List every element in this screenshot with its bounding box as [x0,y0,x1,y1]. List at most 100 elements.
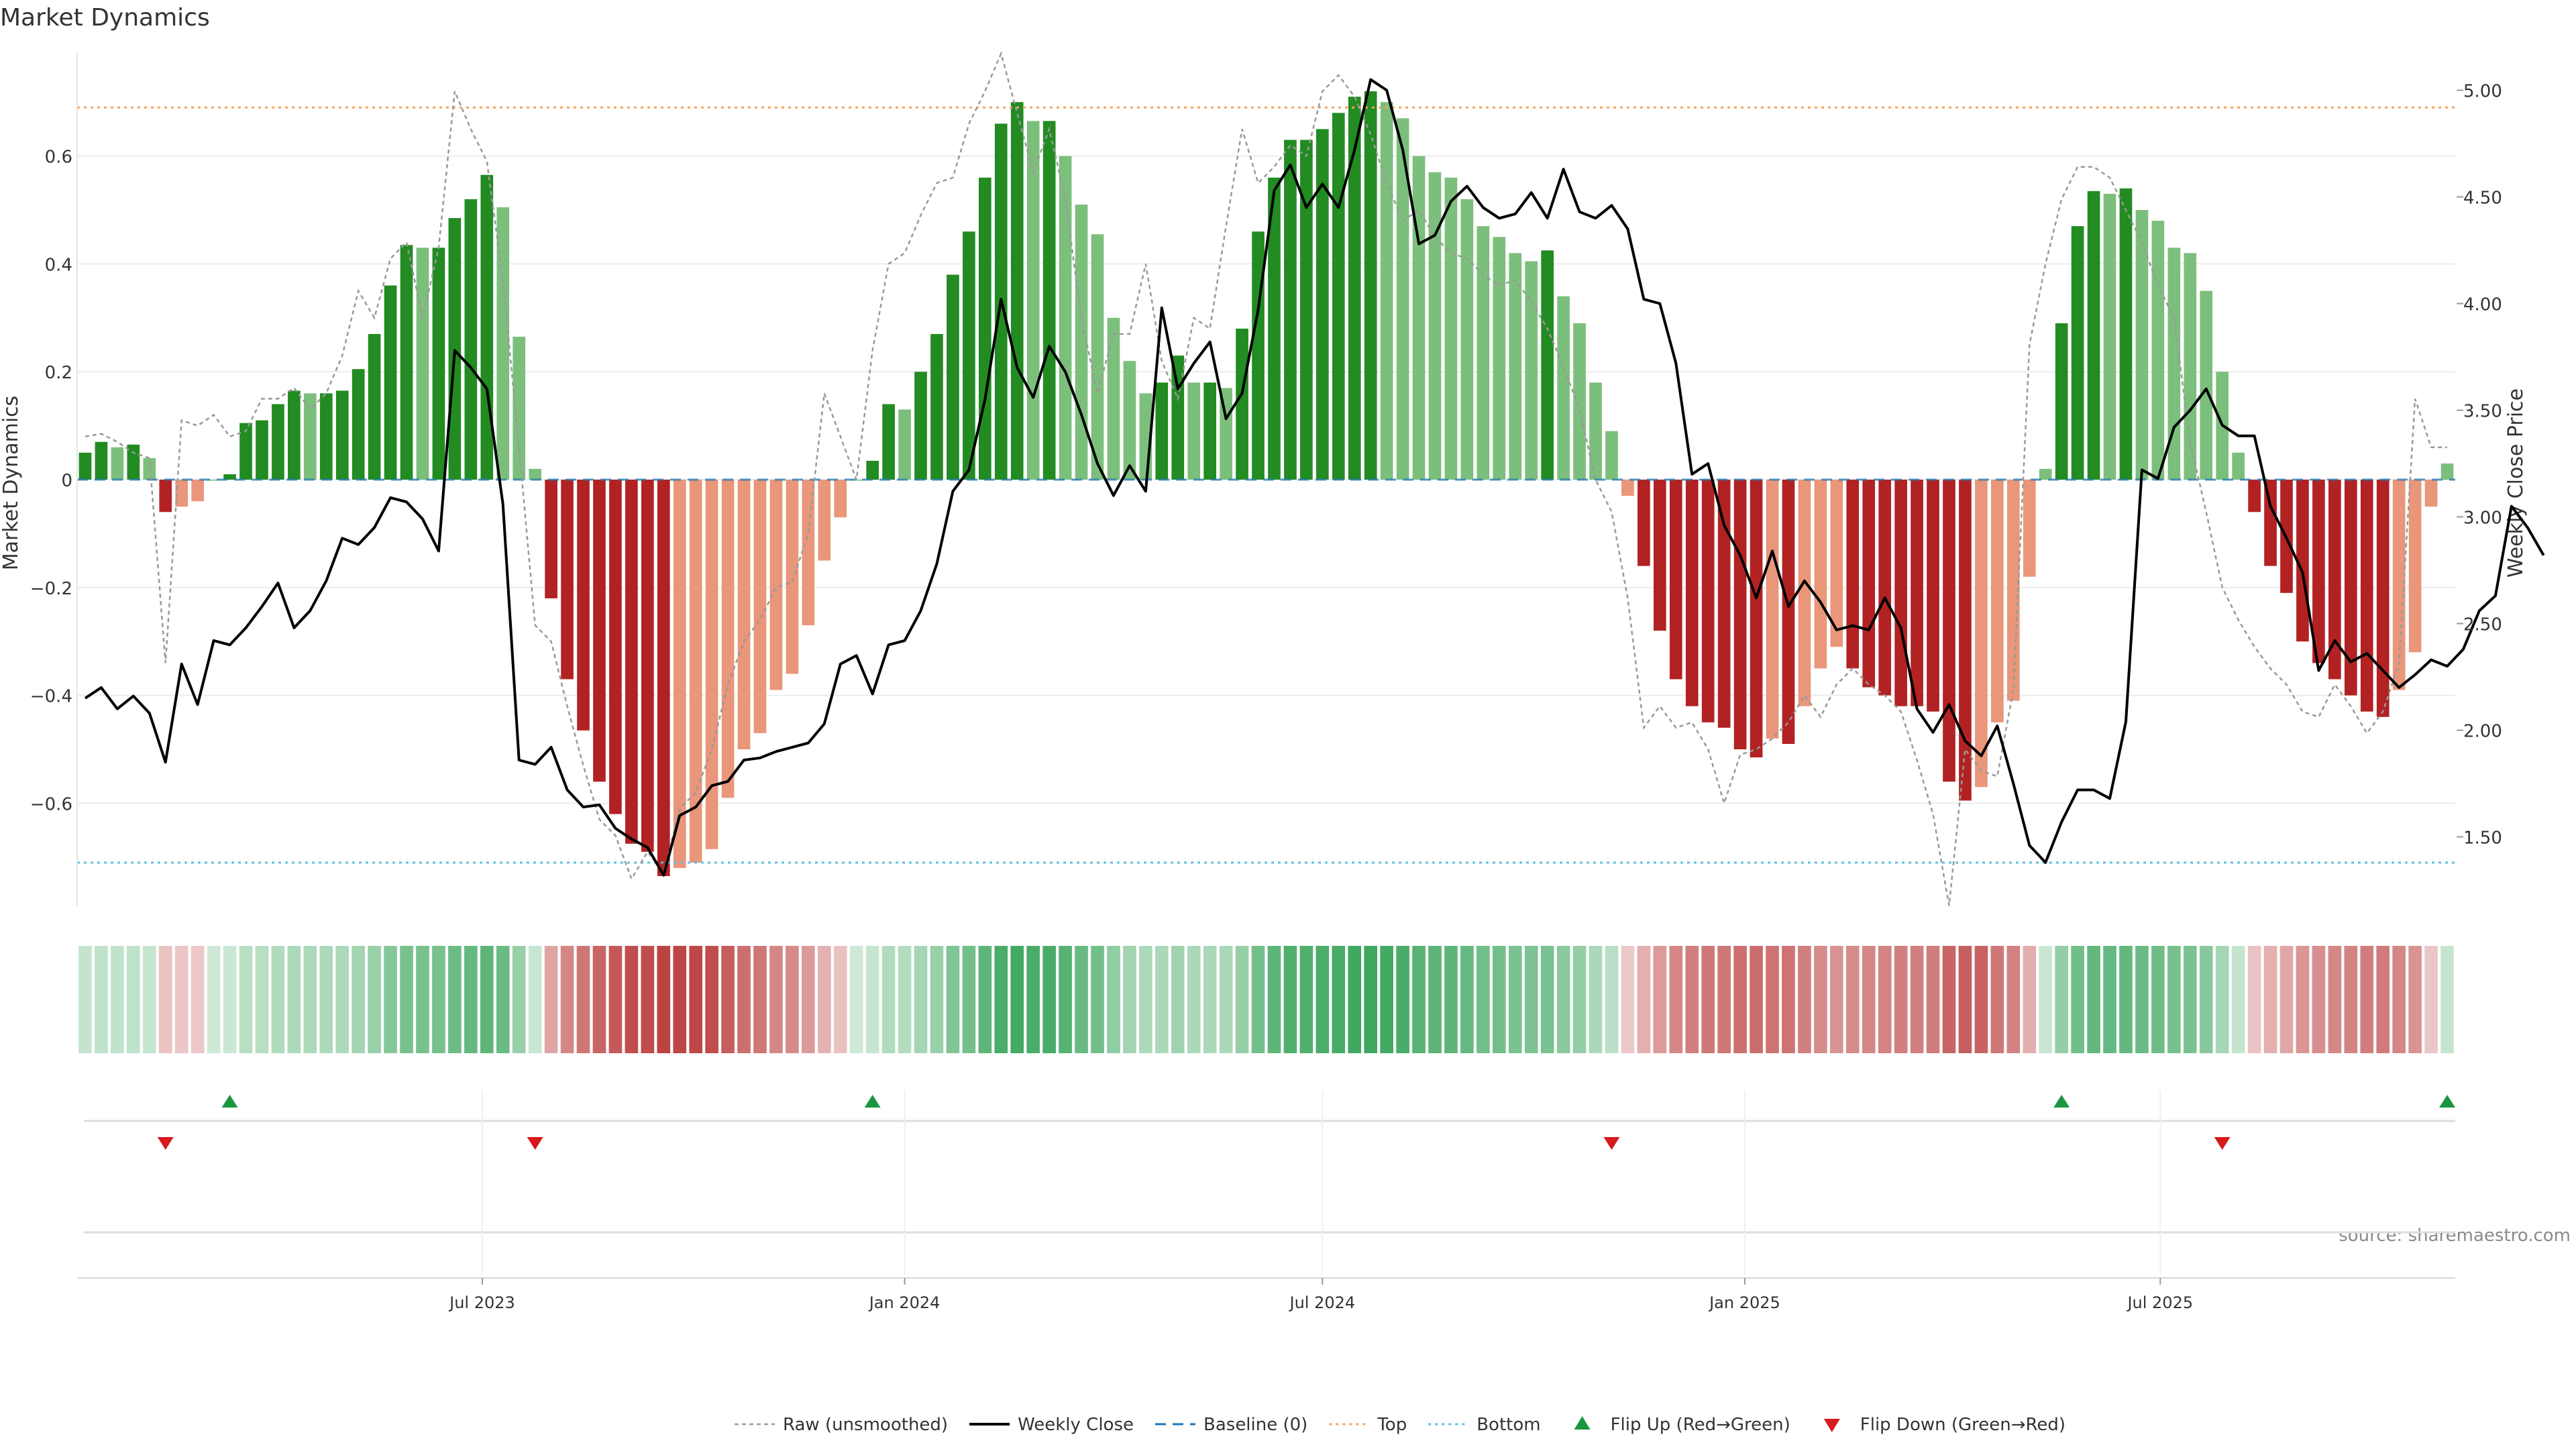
heat-cell [1637,946,1651,1053]
heat-cell [416,946,429,1053]
legend-label: Bottom [1477,1415,1540,1435]
right-tick-label: 2.00 [2463,722,2502,742]
bar [1911,480,1923,706]
left-tick-label: −0.6 [30,794,72,814]
heat-cell [142,946,156,1053]
bar [577,480,590,731]
heat-cell [174,946,189,1053]
bar [1638,480,1650,566]
legend-item-close: Weekly Close [969,1415,1134,1435]
legend-item-bottom: Bottom [1428,1415,1541,1435]
bar [529,468,541,480]
heat-cell [1589,946,1603,1053]
bar [432,248,445,480]
heat-cell [303,946,317,1053]
heat-cell [673,946,687,1053]
bar [464,199,478,480]
bar [2360,480,2373,712]
flip-up-marker [221,1095,238,1108]
heat-cell [464,946,478,1053]
bar [1348,97,1361,480]
bar [561,480,574,680]
heat-cell [271,946,285,1053]
bar [2232,452,2245,480]
bar [1589,382,1602,480]
bar [1107,317,1120,480]
bar [448,218,462,480]
bar [1187,382,1201,480]
heat-cell [1075,946,1088,1053]
heat-cell [1750,946,1763,1053]
heat-cell [592,946,606,1053]
bar [368,333,381,480]
bar [2440,463,2454,480]
bar [1380,102,1393,480]
heat-cell [930,946,944,1053]
heat-cell [2328,946,2342,1053]
bar [1750,480,1763,758]
right-tick-label: 4.50 [2463,189,2502,209]
heat-cell [641,946,655,1053]
legend-item-top: Top [1329,1415,1407,1435]
bar [1541,250,1554,480]
heat-cell [1974,946,1988,1053]
bar [480,174,494,480]
bar [2312,480,2325,663]
bar [2006,480,2020,701]
bar [1444,177,1458,480]
bar [400,245,413,480]
heat-cell [2424,946,2438,1053]
bar [1943,480,1955,782]
flip-down-marker [2214,1137,2231,1150]
heat-cell [1042,946,1056,1053]
bar [818,480,831,561]
x-tick-label: Jul 2023 [448,1293,515,1312]
heat-cell [1669,946,1683,1053]
heat-cell [384,946,397,1053]
heat-cell [1556,946,1570,1053]
bar [288,390,301,480]
bar [1075,204,1088,480]
legend-item-flipdown: Flip Down (Green→Red) [1823,1415,2065,1435]
bar [1316,129,1329,480]
heat-cell [705,946,718,1053]
heat-cell [2087,946,2100,1053]
heat-cell [865,946,879,1053]
bar [1959,480,1972,801]
bar [2087,191,2100,480]
left-tick-label: 0.2 [45,363,72,383]
heat-cell [833,946,847,1053]
source-note: source: sharemaestro.com [2339,1226,2571,1246]
legend-label: Baseline (0) [1203,1415,1307,1435]
bar [1428,172,1442,480]
bar [1894,480,1907,706]
bar [191,480,204,502]
bar [1525,261,1538,480]
heat-cell [1026,946,1040,1053]
heat-cell [1717,946,1731,1053]
bar [111,447,124,480]
heat-cell [1299,946,1313,1053]
axes-layer: −0.6 −0.4 −0.2 0 0.2 0.4 0.6 1.50 2.00 2.50 3.00 3.… [30,52,2502,906]
legend-label: Flip Down (Green→Red) [1860,1415,2065,1435]
bar [1605,431,1618,480]
heat-cell [2263,946,2277,1053]
x-axis: Jul 2023 Jan 2024 Jul 2024 Jan 2025 Jul 2025 [77,1277,2455,1312]
bar [303,393,317,480]
right-tick-label: 3.50 [2463,402,2502,422]
bar [978,177,991,480]
heat-cell [1621,946,1635,1053]
heat-cell [817,946,831,1053]
heat-cell [432,946,445,1053]
bar [930,333,943,480]
x-tick-label: Jan 2025 [1708,1293,1780,1312]
heat-cell [2119,946,2133,1053]
heat-cell [496,946,510,1053]
heat-cell [352,946,365,1053]
heat-cell [1171,946,1185,1053]
bar [1975,480,1988,788]
bar [352,369,365,480]
heat-cell [625,946,639,1053]
heat-cell [1782,946,1795,1053]
heat-cell [95,946,108,1053]
